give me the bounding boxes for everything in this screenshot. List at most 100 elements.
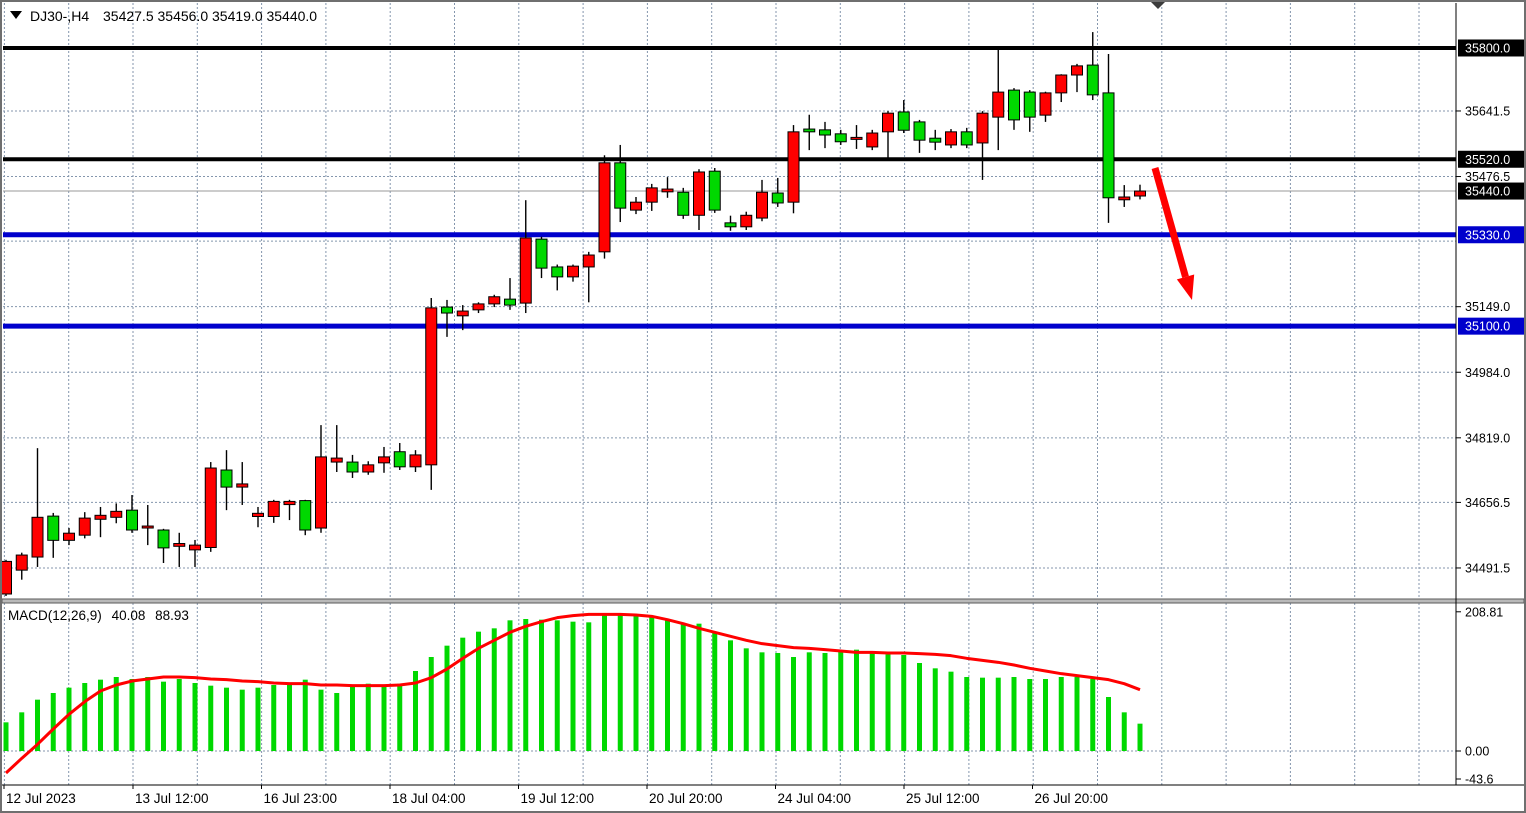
candle-body <box>1102 92 1115 199</box>
macd-histogram-bar <box>365 683 371 751</box>
title-ohlc-values: 35427.5 35456.0 35419.0 35440.0 <box>103 8 317 24</box>
candle-body <box>393 451 406 468</box>
candle-body <box>724 222 737 228</box>
candle-body <box>771 192 784 204</box>
price-axis-label: 35149.0 <box>1465 300 1510 314</box>
candle-body <box>693 171 705 216</box>
down-arrow-head[interactable] <box>1176 274 1195 300</box>
candle-body <box>834 133 847 143</box>
candle-body <box>504 298 516 306</box>
macd-histogram-bar <box>428 657 434 751</box>
candle-body <box>267 500 280 518</box>
candle-body <box>1055 74 1068 94</box>
macd-histogram-bar <box>145 677 151 751</box>
macd-histogram-bar <box>208 685 214 751</box>
macd-histogram-bar <box>964 677 970 751</box>
macd-histogram-bar <box>381 685 387 751</box>
time-axis-label: 12 Jul 2023 <box>6 791 76 806</box>
macd-histogram-bar <box>1137 723 1143 751</box>
candle-body <box>819 129 831 136</box>
macd-histogram-bar <box>901 655 907 751</box>
macd-axis-label: -43.6 <box>1465 773 1494 787</box>
macd-signal-value: 88.93 <box>155 608 189 623</box>
price-badge-label: 35100.0 <box>1465 320 1510 334</box>
price-axis-label: 34656.5 <box>1465 496 1510 510</box>
candle-body <box>283 500 296 506</box>
macd-histogram-bar <box>82 683 88 751</box>
macd-histogram-bar <box>444 645 450 751</box>
price-axis-label: 34984.0 <box>1465 366 1510 380</box>
macd-axis-label: 0.00 <box>1465 745 1489 759</box>
candle-body <box>346 461 359 473</box>
macd-axis: 208.81 0.00 -43.6 <box>1456 605 1503 787</box>
candle-body <box>1086 64 1099 96</box>
candle-body <box>157 529 170 549</box>
candle-body <box>488 296 501 305</box>
macd-histogram-bar <box>932 668 938 751</box>
chart-shift-marker-icon[interactable] <box>1150 1 1166 9</box>
price-badge-label: 35440.0 <box>1465 185 1510 199</box>
macd-histogram-bar <box>350 685 355 751</box>
macd-histogram-bar <box>948 671 954 751</box>
macd-histogram-bar <box>602 613 607 751</box>
macd-histogram-bar <box>665 619 670 751</box>
time-axis: 12 Jul 2023 13 Jul 12:00 16 Jul 23:00 18 Ju… <box>3 785 1109 806</box>
price-axis-label: 34491.5 <box>1465 561 1510 575</box>
price-badge <box>1458 39 1524 57</box>
candle-body <box>63 532 75 541</box>
time-axis-label: 26 Jul 20:00 <box>1035 791 1109 806</box>
candle-body <box>913 121 926 141</box>
macd-histogram-bar <box>255 687 261 751</box>
candle-body <box>535 238 548 269</box>
macd-histogram-bar <box>161 681 166 751</box>
macd-histogram-bar <box>1011 677 1017 751</box>
macd-histogram-bar <box>413 671 418 751</box>
price-badge-label: 35330.0 <box>1465 228 1510 242</box>
macd-histogram-bar <box>224 687 229 751</box>
macd-histogram-bar <box>1106 697 1111 751</box>
macd-histogram-bar <box>287 683 292 751</box>
candles-layer <box>0 32 1146 596</box>
candle-body <box>441 306 453 314</box>
macd-histogram-bar <box>586 622 592 751</box>
price-axis-label: 34819.0 <box>1465 431 1510 445</box>
macd-histogram-bar <box>507 620 513 751</box>
candle-body <box>220 469 233 488</box>
macd-histogram-bar <box>1043 679 1048 751</box>
macd-histogram-bar <box>334 693 340 751</box>
price-badge <box>1458 317 1524 335</box>
candle-body <box>456 310 469 317</box>
macd-histogram-bar <box>980 677 985 751</box>
candle-body <box>1023 91 1036 118</box>
candle-body <box>15 554 28 571</box>
macd-label-group: MACD(12,26,9) 40.08 88.93 <box>8 608 189 623</box>
trend-arrow-object[interactable] <box>1151 167 1195 300</box>
candle-body <box>929 137 942 143</box>
macd-histogram-bar <box>271 685 277 751</box>
candle-body <box>803 128 816 133</box>
macd-histogram-bar <box>1074 677 1080 751</box>
macd-histogram-bar <box>617 615 623 751</box>
macd-histogram-bar <box>176 679 182 751</box>
candle-body <box>614 162 627 209</box>
candle-body <box>598 162 611 253</box>
price-badge <box>1458 150 1524 168</box>
candle-body <box>960 131 973 146</box>
candle-body <box>787 131 800 203</box>
macd-histogram-bar <box>680 623 686 751</box>
price-axis-label: 35476.5 <box>1465 170 1510 184</box>
price-badge-label: 35800.0 <box>1465 41 1510 55</box>
candle-body <box>94 514 107 520</box>
macd-histogram-bar <box>19 712 25 751</box>
horizontal-line-objects[interactable] <box>3 45 1456 329</box>
symbol-dropdown-icon[interactable] <box>10 11 22 19</box>
price-axis-label: 35641.5 <box>1465 104 1510 118</box>
candle-body <box>850 136 863 140</box>
candle-body <box>1071 65 1083 76</box>
pane-separator[interactable] <box>1 598 1525 604</box>
down-arrow-line[interactable] <box>1151 167 1189 278</box>
candle-body <box>299 500 312 531</box>
candle-body <box>362 464 375 473</box>
